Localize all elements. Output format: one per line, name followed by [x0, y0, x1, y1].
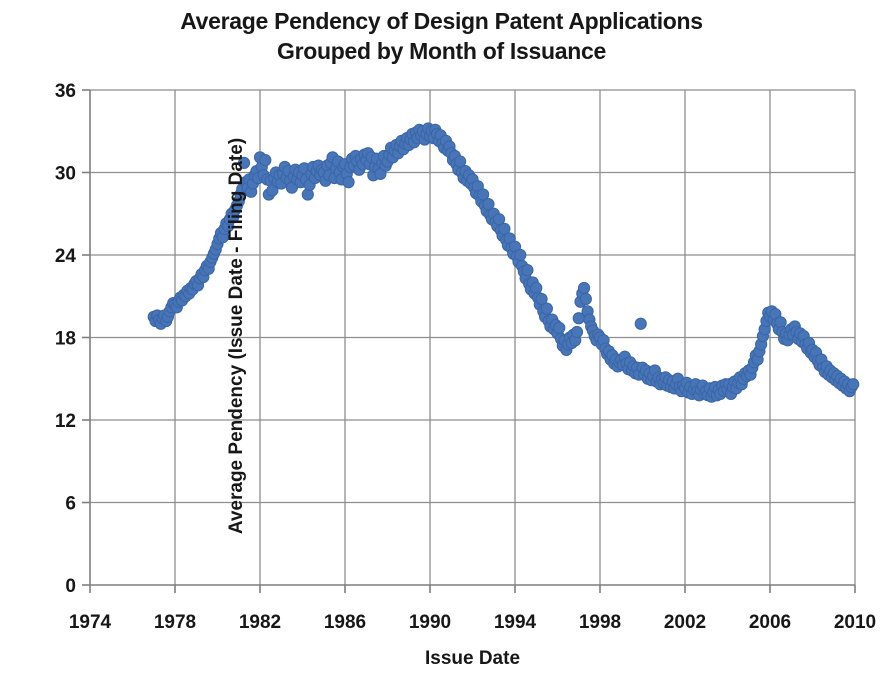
x-tick-label: 2010 — [834, 612, 876, 633]
x-tick-label: 1994 — [494, 612, 537, 633]
y-tick-label: 6 — [65, 494, 76, 515]
y-tick-label: 36 — [55, 81, 76, 102]
x-tick-label: 2002 — [664, 612, 706, 633]
y-axis-title: Average Pendency (Issue Date - Filing Da… — [226, 137, 247, 535]
y-tick-label: 12 — [55, 411, 76, 432]
y-tick-label: 0 — [65, 576, 76, 597]
data-point — [342, 176, 355, 189]
data-point — [553, 321, 566, 334]
data-point — [577, 281, 591, 295]
x-tick-label: 1974 — [69, 612, 112, 633]
chart-title-line1: Average Pendency of Design Patent Applic… — [180, 8, 703, 34]
data-point — [570, 325, 584, 339]
data-point — [634, 317, 647, 330]
chart-title-line2: Grouped by Month of Issuance — [277, 38, 606, 64]
data-point — [579, 292, 592, 306]
data-point — [847, 378, 860, 391]
x-axis-title: Issue Date — [424, 648, 521, 669]
data-point — [535, 292, 548, 306]
x-tick-label: 1978 — [154, 612, 196, 633]
x-tick-label: 2006 — [749, 612, 791, 633]
y-tick-label: 30 — [55, 164, 76, 185]
y-tick-label: 18 — [55, 329, 76, 350]
data-point — [237, 156, 251, 169]
data-point — [514, 248, 527, 262]
data-point — [521, 264, 534, 277]
x-tick-label: 1990 — [409, 612, 451, 633]
x-tick-label: 1998 — [579, 612, 621, 633]
data-point — [259, 154, 272, 167]
x-tick-label: 1986 — [324, 612, 366, 633]
x-tick-label: 1982 — [239, 612, 281, 633]
y-tick-label: 24 — [55, 246, 77, 267]
data-point — [540, 302, 553, 315]
